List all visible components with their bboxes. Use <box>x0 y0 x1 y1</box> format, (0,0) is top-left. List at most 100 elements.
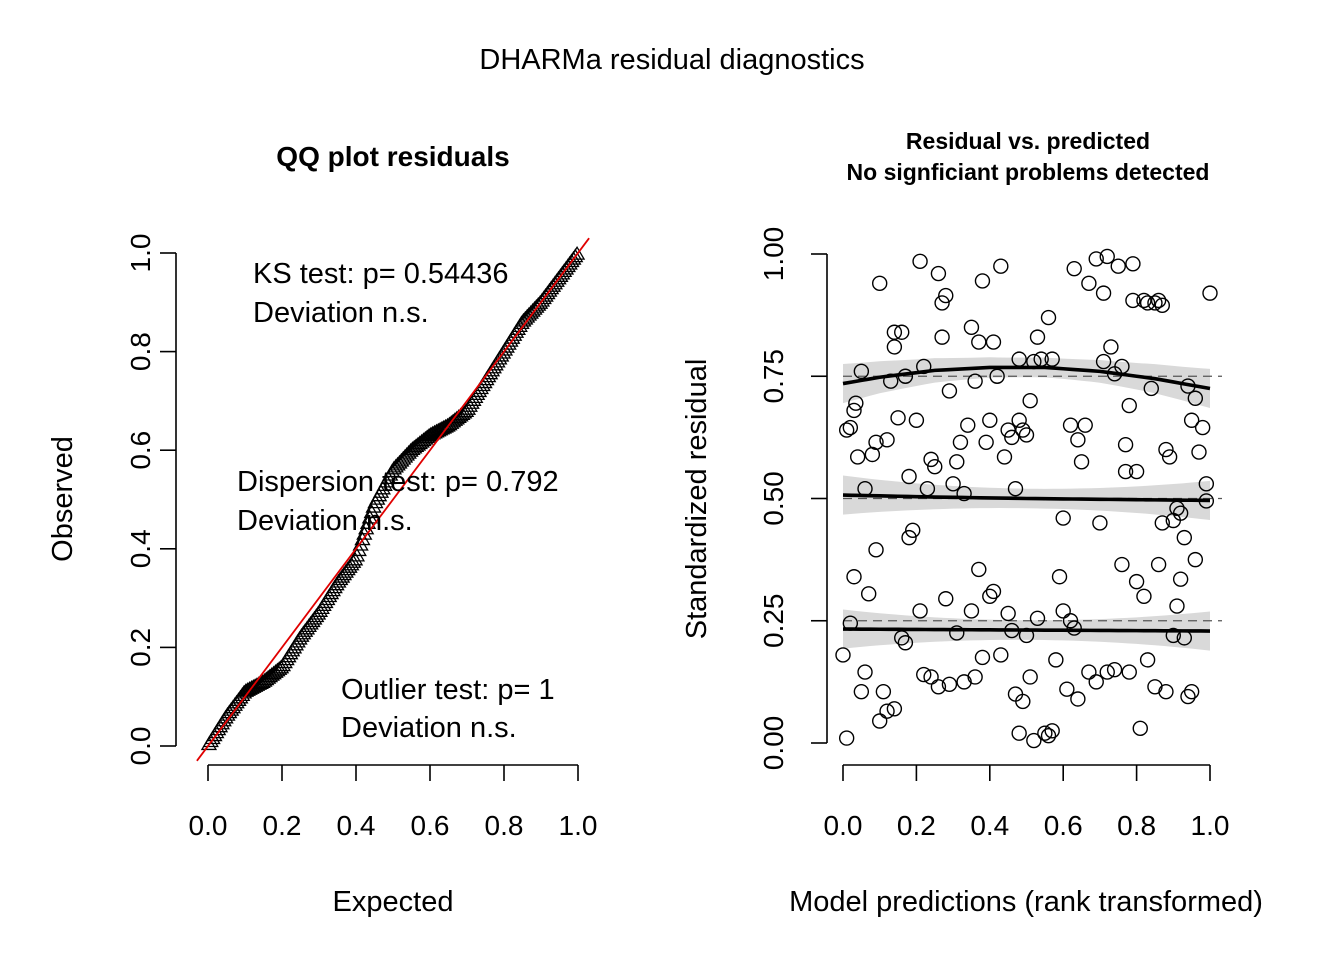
qq-y-tick-label: 0.2 <box>125 628 156 667</box>
ks-test-deviation: Deviation n.s. <box>253 297 429 329</box>
residual-points <box>835 248 1218 749</box>
qq-y-tick-label: 0.6 <box>125 431 156 470</box>
residual-point <box>923 669 939 685</box>
residual-point <box>1161 449 1178 465</box>
qq-y-tick-label: 1.0 <box>125 234 156 273</box>
residual-y-tick-label: 1.00 <box>758 227 789 282</box>
residual-point <box>838 422 855 438</box>
residual-point <box>1029 610 1046 627</box>
residual-subtitle: No signficiant problems detected <box>847 159 1210 185</box>
qq-reference-line <box>196 237 590 762</box>
qq-x-tick-label: 0.4 <box>337 810 376 841</box>
residual-point <box>1048 652 1064 668</box>
residual-point <box>982 412 998 428</box>
residual-y-axis: 0.00 0.25 0.50 0.75 1.00 <box>758 227 828 771</box>
residual-y-tick-label: 0.25 <box>758 594 789 649</box>
residual-point <box>960 417 976 433</box>
residual-x-tick-label: 0.8 <box>1117 810 1156 841</box>
residual-point <box>1015 693 1031 710</box>
residual-point <box>1158 683 1174 700</box>
residual-point <box>1187 390 1204 406</box>
qq-y-tick-label: 0.4 <box>125 529 156 568</box>
residual-x-tick-label: 1.0 <box>1191 810 1230 841</box>
outlier-test-deviation: Deviation n.s. <box>341 712 517 744</box>
residual-point <box>974 649 991 666</box>
residual-point <box>879 703 895 719</box>
residual-point <box>1106 661 1123 678</box>
residual-point <box>993 647 1009 663</box>
residual-point <box>1154 515 1170 531</box>
residual-point <box>868 434 884 450</box>
outlier-test-annotation: Outlier test: p= 1 Deviation n.s. <box>341 674 555 744</box>
residual-point <box>1191 444 1207 460</box>
qq-x-tick-label: 0.8 <box>485 810 524 841</box>
qq-point <box>432 421 449 436</box>
residual-point <box>1000 605 1016 622</box>
qq-point <box>271 661 288 675</box>
residual-point <box>1147 295 1163 311</box>
residual-point <box>897 635 914 651</box>
residual-point <box>901 529 917 546</box>
residual-point <box>1176 529 1193 546</box>
residual-title: Residual vs. predicted <box>906 128 1150 154</box>
qq-point <box>247 678 264 692</box>
residual-point <box>1158 441 1174 458</box>
residual-point <box>949 454 965 470</box>
quantile-confidence-bands <box>843 357 1210 651</box>
residual-point <box>1011 725 1027 741</box>
residual-x-tick-label: 0.6 <box>1044 810 1083 841</box>
residual-point <box>1099 248 1115 265</box>
qq-point <box>454 406 471 421</box>
qq-point <box>456 404 473 419</box>
residual-point <box>930 679 947 695</box>
residual-point <box>963 603 980 619</box>
ks-test-label: KS test: p= 0.54436 <box>253 258 509 290</box>
residual-point <box>974 273 991 289</box>
residual-point <box>1007 686 1024 702</box>
residual-point <box>905 522 921 538</box>
residual-point <box>1169 598 1185 614</box>
residual-point <box>846 402 862 419</box>
residual-panel: Residual vs. predicted No signficiant pr… <box>681 128 1263 918</box>
qq-y-tick-label: 0.0 <box>125 727 156 766</box>
residual-point <box>1165 627 1182 644</box>
residual-x-tick-label: 0.0 <box>824 810 863 841</box>
residual-point <box>941 383 958 399</box>
residual-point <box>912 603 928 619</box>
ks-test-annotation: KS test: p= 0.54436 Deviation n.s. <box>253 258 509 329</box>
residual-point <box>1150 556 1167 573</box>
qq-x-tick-label: 0.2 <box>263 810 302 841</box>
residual-point <box>930 265 947 282</box>
residual-point <box>934 295 950 311</box>
residual-y-tick-label: 0.50 <box>758 471 789 526</box>
residual-point <box>901 468 917 485</box>
residual-point <box>1117 463 1134 480</box>
residual-point <box>1121 397 1137 414</box>
residual-point <box>963 319 980 336</box>
qq-title: QQ plot residuals <box>276 141 509 172</box>
residual-point <box>1095 353 1112 370</box>
residual-point <box>956 674 972 690</box>
quantile-fit-line <box>842 627 1211 633</box>
residual-point <box>1095 285 1112 301</box>
residual-point <box>1055 603 1071 619</box>
residual-point <box>908 412 925 428</box>
qq-point <box>252 675 269 689</box>
residual-point <box>1114 556 1130 573</box>
residual-point <box>941 676 958 693</box>
residual-point <box>1059 681 1075 697</box>
residual-y-tick-label: 0.00 <box>758 716 789 771</box>
residual-point <box>1202 285 1218 301</box>
qq-panel: QQ plot residuals 0.0 0.2 0.4 0.6 0.8 1.0 0.0… <box>47 141 597 918</box>
residual-point <box>1066 620 1082 636</box>
residual-point <box>1172 505 1189 521</box>
residual-point <box>872 713 888 729</box>
residual-point <box>860 586 877 602</box>
residual-point <box>1070 691 1086 707</box>
residual-point <box>1136 588 1152 604</box>
residual-ylabel: Standardized residual <box>681 359 713 640</box>
residual-point <box>849 449 866 465</box>
residual-point <box>1183 412 1200 428</box>
residual-point <box>993 258 1009 274</box>
residual-point <box>1139 652 1156 668</box>
